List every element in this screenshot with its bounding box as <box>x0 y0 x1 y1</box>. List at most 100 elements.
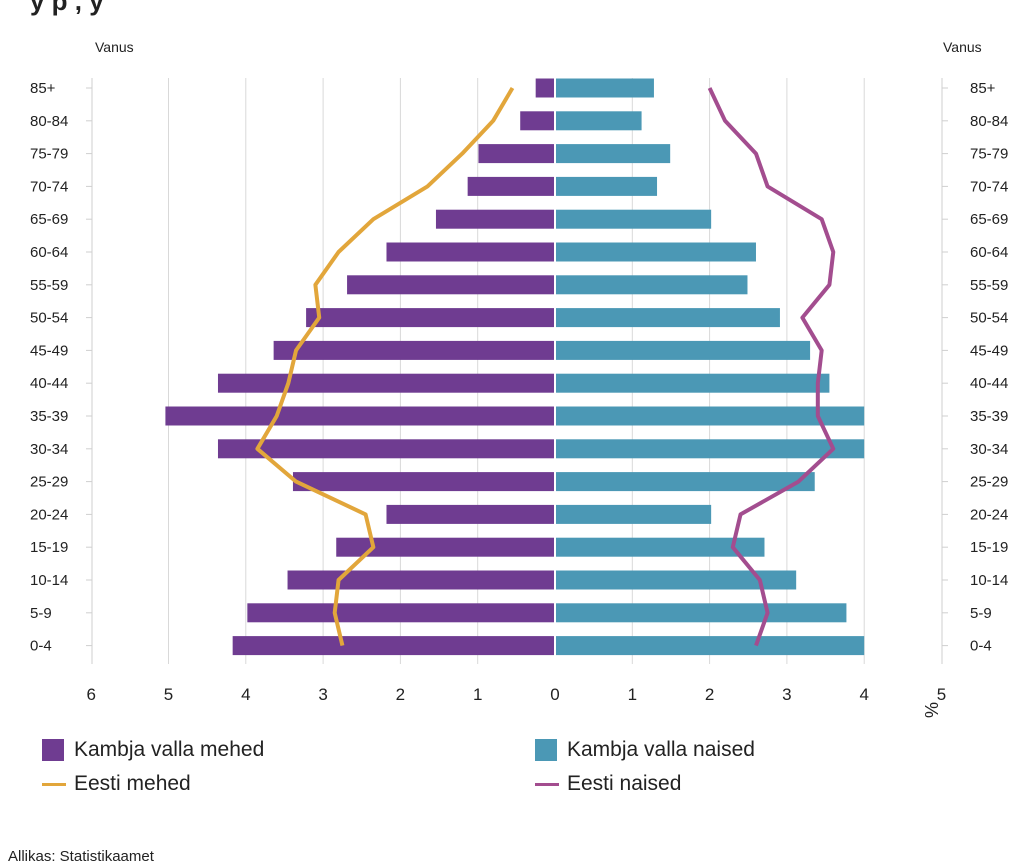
bar-women <box>555 439 865 459</box>
x-tick-label: 3 <box>318 685 327 704</box>
line-eesti-naised <box>707 87 836 647</box>
y-tick-label-right: 50-54 <box>970 310 1008 327</box>
y-tick-label-left: 15-19 <box>30 539 68 556</box>
bar-men <box>287 570 555 590</box>
y-tick-label-left: 80-84 <box>30 113 68 130</box>
legend-item-men-line: Eesti mehed <box>42 772 191 796</box>
legend-item-men-bar: Kambja valla mehed <box>42 738 264 762</box>
legend-swatch-blue <box>535 739 557 761</box>
left-axis-title: Vanus <box>95 39 134 55</box>
y-tick-label-left: 85+ <box>30 80 56 97</box>
y-tick-label-left: 70-74 <box>30 178 68 195</box>
bar-women <box>555 340 811 360</box>
y-tick-label-left: 65-69 <box>30 211 68 228</box>
x-tick-label: 4 <box>859 685 868 704</box>
bar-men <box>247 603 555 623</box>
y-tick-label-left: 25-29 <box>30 474 68 491</box>
bar-men <box>386 242 555 262</box>
x-tick-label: 6 <box>86 685 95 704</box>
y-tick-label-right: 80-84 <box>970 113 1008 130</box>
line-eesti-mehed <box>255 86 515 647</box>
bar-women <box>555 209 712 229</box>
bar-men <box>292 472 555 492</box>
y-tick-label-right: 0-4 <box>970 638 992 655</box>
bar-men <box>336 537 555 557</box>
bar-women <box>555 275 748 295</box>
right-axis-title: Vanus <box>943 39 982 55</box>
y-tick-label-left: 30-34 <box>30 441 68 458</box>
bar-women <box>555 308 780 328</box>
bar-women <box>555 537 765 557</box>
legend-swatch-magenta-line <box>535 782 559 786</box>
legend-label: Eesti mehed <box>74 772 191 795</box>
y-tick-label-left: 75-79 <box>30 146 68 163</box>
legend-label: Kambja valla naised <box>567 738 755 761</box>
y-tick-label-right: 85+ <box>970 80 996 97</box>
bar-women <box>555 242 756 262</box>
y-tick-label-left: 55-59 <box>30 277 68 294</box>
bar-men <box>386 504 555 524</box>
bar-men <box>435 209 555 229</box>
bar-women <box>555 373 830 393</box>
x-tick-label: 5 <box>937 685 946 704</box>
y-tick-label-right: 25-29 <box>970 474 1008 491</box>
bar-men <box>232 636 555 656</box>
bar-men <box>217 373 556 393</box>
bar-women <box>555 472 815 492</box>
legend-label: Eesti naised <box>567 772 682 795</box>
bar-men <box>535 78 555 98</box>
x-tick-label: 3 <box>782 685 791 704</box>
source-note: Allikas: Statistikaamet <box>8 848 154 865</box>
x-tick-label: 0 <box>550 685 559 704</box>
y-tick-label-left: 5-9 <box>30 605 52 622</box>
bar-men <box>217 439 556 459</box>
bar-women <box>555 570 797 590</box>
y-tick-label-right: 5-9 <box>970 605 992 622</box>
y-tick-label-right: 10-14 <box>970 572 1008 589</box>
chart-title-fragment: y p , y <box>30 0 104 16</box>
x-tick-label: 1 <box>628 685 637 704</box>
y-tick-label-left: 50-54 <box>30 310 68 327</box>
bar-women <box>555 111 642 131</box>
legend-item-women-line: Eesti naised <box>535 772 681 796</box>
y-tick-label-left: 10-14 <box>30 572 68 589</box>
y-tick-label-right: 60-64 <box>970 244 1008 261</box>
x-tick-label: 1 <box>473 685 482 704</box>
legend-swatch-orange-line <box>42 782 66 786</box>
y-tick-label-right: 30-34 <box>970 441 1008 458</box>
y-tick-label-left: 60-64 <box>30 244 68 261</box>
y-tick-label-left: 45-49 <box>30 342 68 359</box>
legend-label: Kambja valla mehed <box>74 738 265 761</box>
y-tick-label-right: 15-19 <box>970 539 1008 556</box>
x-tick-label: 2 <box>705 685 714 704</box>
x-unit-label: % <box>922 702 942 718</box>
y-tick-label-right: 70-74 <box>970 178 1008 195</box>
bar-men <box>306 308 555 328</box>
bar-men <box>347 275 555 295</box>
bar-women <box>555 504 712 524</box>
y-tick-label-left: 35-39 <box>30 408 68 425</box>
population-pyramid-chart: 85+80-8475-7970-7465-6960-6455-5950-5445… <box>30 39 1008 718</box>
y-tick-label-right: 55-59 <box>970 277 1008 294</box>
y-tick-label-right: 20-24 <box>970 506 1008 523</box>
bar-women <box>555 636 865 656</box>
y-tick-label-left: 20-24 <box>30 506 68 523</box>
x-tick-label: 2 <box>396 685 405 704</box>
x-tick-label: 5 <box>164 685 173 704</box>
bar-men <box>273 340 555 360</box>
y-tick-label-right: 65-69 <box>970 211 1008 228</box>
bar-women <box>555 144 671 164</box>
y-tick-label-right: 40-44 <box>970 375 1008 392</box>
bar-men <box>165 406 555 426</box>
bar-men <box>478 144 555 164</box>
y-tick-label-left: 0-4 <box>30 638 52 655</box>
bar-men <box>467 176 555 196</box>
y-tick-label-right: 75-79 <box>970 146 1008 163</box>
bar-women <box>555 176 658 196</box>
bar-women <box>555 406 865 426</box>
y-tick-label-right: 35-39 <box>970 408 1008 425</box>
bar-men <box>520 111 555 131</box>
legend-swatch-purple <box>42 739 64 761</box>
y-tick-label-left: 40-44 <box>30 375 68 392</box>
x-tick-label: 4 <box>241 685 250 704</box>
